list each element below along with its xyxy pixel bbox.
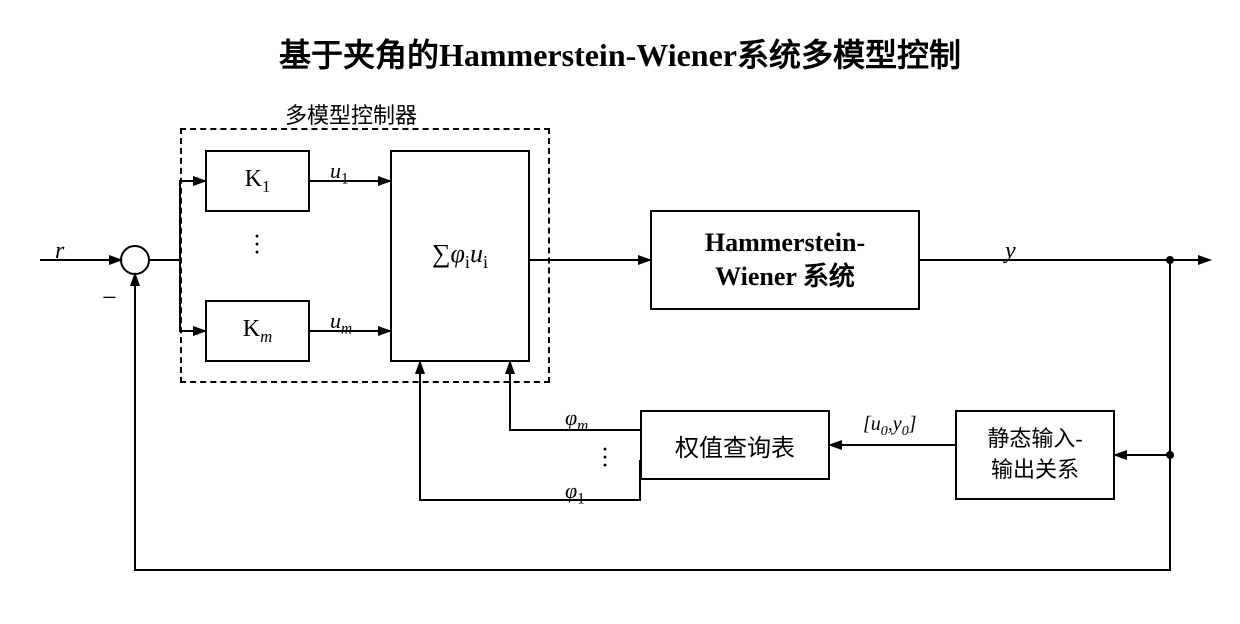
km-sub: m [260,326,272,345]
km-label: K [243,316,260,342]
arrow-y-tap-static [1115,260,1170,455]
signal-phim: φm [565,405,588,435]
phi-vdots: ··· [600,445,610,469]
weighted-sum-block: ∑φiui [390,150,530,362]
signal-minus: − [102,283,117,313]
multi-model-controller-label: 多模型控制器 [285,98,417,130]
signal-y: y [1005,238,1016,265]
signal-u0y0: [u0,y0] [863,413,916,440]
k1-sub: 1 [262,176,270,195]
signal-phi1: φ1 [565,478,585,508]
km-block: Km [205,300,310,362]
hw-line2: Wiener 系统 [705,260,865,294]
hw-line1: Hammerstein- [705,226,865,260]
summing-junction [121,246,149,274]
signal-u1: u1 [330,158,349,188]
signal-r: r [55,238,64,265]
diagram-canvas: 基于夹角的Hammerstein-Wiener系统多模型控制 多模型控制器 K1… [0,0,1240,624]
tap-dot-fb [1166,451,1174,459]
signal-um: um [330,308,352,338]
static-io-block: 静态输入- 输出关系 [955,410,1115,500]
diagram-title: 基于夹角的Hammerstein-Wiener系统多模型控制 [0,30,1240,76]
weight-lookup-block: 权值查询表 [640,410,830,480]
static-line2: 输出关系 [987,455,1082,486]
k1-label: K [245,166,262,192]
tap-dot-y [1166,256,1174,264]
k1-block: K1 [205,150,310,212]
controller-vdots: ··· [252,232,262,256]
hammerstein-wiener-block: Hammerstein- Wiener 系统 [650,210,920,310]
lookup-label: 权值查询表 [675,428,795,463]
static-line1: 静态输入- [987,424,1082,455]
